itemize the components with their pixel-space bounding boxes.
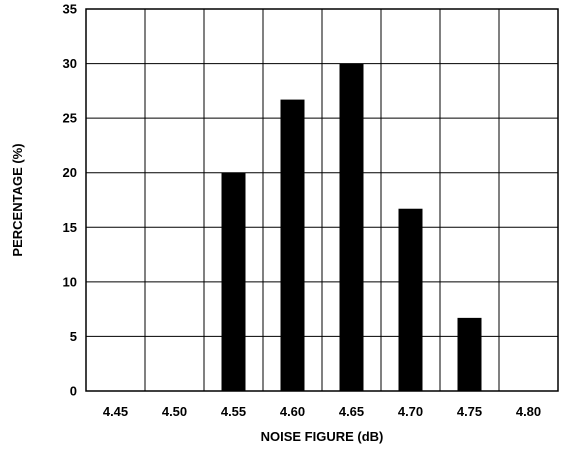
y-tick-label: 30 (63, 56, 77, 71)
y-tick-label: 10 (63, 274, 77, 289)
y-tick-label: 5 (70, 329, 77, 344)
y-tick-label: 15 (63, 220, 77, 235)
x-tick-label: 4.75 (457, 404, 482, 419)
x-tick-label: 4.55 (221, 404, 246, 419)
y-tick-labels: 0 5 10 15 20 25 30 35 (63, 2, 77, 399)
x-tick-label: 4.80 (516, 404, 541, 419)
bar (221, 172, 246, 391)
bar (398, 208, 423, 391)
y-tick-label: 0 (70, 384, 77, 399)
x-axis-title: NOISE FIGURE (dB) (261, 429, 384, 444)
y-tick-label: 20 (63, 165, 77, 180)
y-tick-label: 25 (63, 111, 77, 126)
x-tick-label: 4.45 (103, 404, 128, 419)
bar (280, 99, 305, 392)
x-tick-label: 4.60 (280, 404, 305, 419)
bar (339, 63, 364, 391)
x-tick-labels: 4.45 4.50 4.55 4.60 4.65 4.70 4.75 4.80 (103, 404, 541, 419)
grid-lines (86, 8, 558, 392)
plot-frame (85, 8, 559, 392)
y-axis-title: PERCENTAGE (%) (10, 143, 25, 256)
y-tick-label: 35 (63, 2, 77, 17)
x-tick-label: 4.65 (339, 404, 364, 419)
bars-group (221, 63, 482, 392)
x-tick-label: 4.50 (162, 404, 187, 419)
bar (457, 317, 482, 391)
x-tick-label: 4.70 (398, 404, 423, 419)
